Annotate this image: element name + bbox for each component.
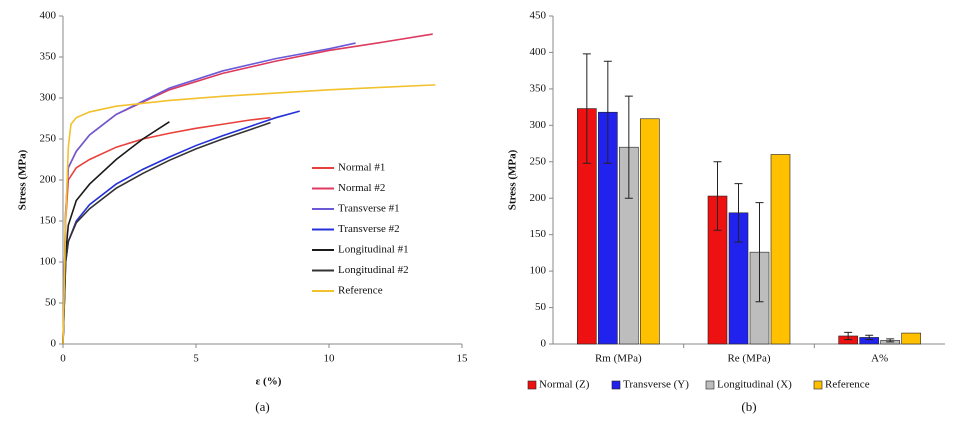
y-tick-label: 100 (40, 256, 57, 268)
legend-label: Normal #1 (338, 162, 385, 174)
legend-label: Longitudinal #2 (338, 264, 409, 276)
y-tick-label: 250 (40, 133, 57, 145)
error-bar (886, 338, 895, 343)
error-bar (713, 161, 722, 231)
y-tick-label: 50 (535, 301, 547, 313)
error-bar (603, 60, 612, 164)
y-tick-label: 50 (45, 297, 57, 309)
error-bar (624, 95, 633, 199)
legend-swatch (527, 380, 537, 390)
legend-swatch (611, 380, 621, 390)
curve (62, 116, 271, 345)
y-tick-label: 300 (530, 119, 547, 131)
y-tick-label: 450 (530, 10, 547, 22)
legend-label: Transverse #1 (338, 203, 400, 215)
y-tick-label: 100 (530, 265, 547, 277)
legend-label: Reference (338, 285, 383, 297)
legend-swatch (705, 380, 715, 390)
curve (62, 110, 300, 345)
y-tick-label: 400 (40, 10, 57, 22)
y-tick-label: 300 (40, 92, 57, 104)
y-tick-label: 350 (530, 82, 547, 94)
curve (62, 121, 170, 345)
error-bar (865, 334, 874, 341)
y-tick-label: 200 (40, 174, 57, 186)
y-tick-label: 0 (541, 338, 547, 350)
x-tick-label: Rm (MPa) (595, 353, 642, 365)
legend-label: Transverse (Y) (623, 379, 689, 391)
legend-label: Longitudinal (X) (717, 379, 792, 391)
caption: (b) (741, 399, 756, 414)
x-tick-label: 5 (193, 353, 199, 365)
y-tick-label: 250 (530, 155, 547, 167)
y-tick-label: 150 (40, 215, 57, 227)
bar (640, 118, 660, 345)
legend-label: Reference (825, 379, 870, 391)
legend-label: Normal (Z) (539, 379, 590, 391)
curve (62, 84, 436, 345)
y-tick-label: 200 (530, 192, 547, 204)
error-bar (582, 53, 591, 164)
x-tick-label: 0 (60, 353, 66, 365)
caption: (a) (255, 399, 269, 414)
x-axis-label: ε (%) (256, 376, 282, 388)
y-tick-label: 350 (40, 51, 57, 63)
error-bar (734, 183, 743, 243)
legend-label: Longitudinal #1 (338, 244, 409, 256)
y-tick-label: 0 (51, 338, 57, 350)
curve (62, 42, 356, 345)
curve (62, 121, 271, 345)
bar (901, 332, 921, 345)
y-axis-label: Stress (MPa) (507, 149, 519, 210)
x-tick-label: A% (871, 353, 888, 365)
y-tick-label: 400 (530, 46, 547, 58)
legend-label: Transverse #2 (338, 223, 400, 235)
legend-label: Normal #2 (338, 182, 385, 194)
x-tick-label: Re (MPa) (727, 353, 770, 365)
x-tick-label: 15 (457, 353, 469, 365)
error-bar (755, 202, 764, 303)
bar (770, 154, 791, 345)
y-tick-label: 150 (530, 228, 547, 240)
y-axis-label: Stress (MPa) (17, 149, 29, 210)
error-bar (844, 331, 853, 341)
x-tick-label: 10 (324, 353, 336, 365)
legend-swatch (813, 380, 823, 390)
